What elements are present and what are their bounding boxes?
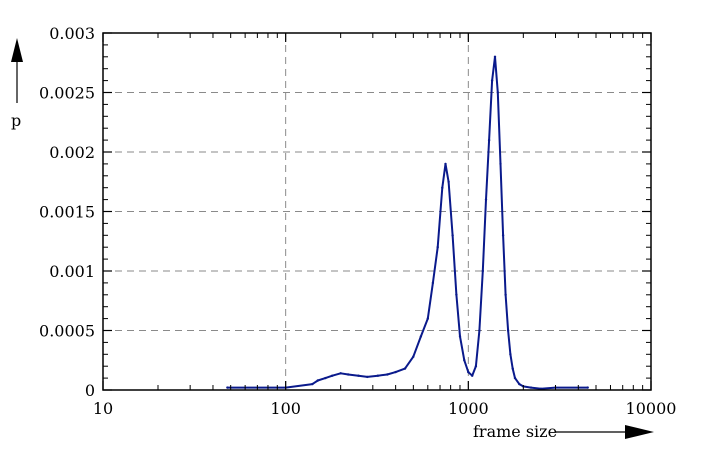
- data-point: [481, 269, 484, 273]
- data-point: [501, 234, 505, 237]
- tick-labels: 0 0.0005 0.001 0.0015 0.002 0.0025 0.003 10 100 1…: [39, 24, 676, 418]
- x-axis-label: frame size: [473, 422, 557, 441]
- x-tick-label: 1000: [448, 399, 489, 418]
- data-point: [426, 317, 429, 320]
- data-point: [447, 180, 450, 183]
- data-point: [436, 246, 439, 249]
- data-point: [339, 372, 342, 375]
- data-point: [455, 293, 458, 296]
- data-point: [431, 281, 435, 285]
- data-point: [444, 162, 447, 166]
- data-point: [226, 386, 229, 389]
- data-point: [471, 374, 474, 377]
- data-point: [357, 374, 360, 377]
- grid: [103, 33, 651, 390]
- y-tick-label: 0.0025: [39, 84, 95, 103]
- data-point: [366, 375, 369, 379]
- data-point: [518, 382, 521, 386]
- y-tick-label: 0.003: [49, 24, 95, 43]
- data-point: [467, 370, 470, 374]
- y-tick-label: 0: [85, 381, 95, 400]
- y-tick-label: 0.0015: [39, 203, 95, 222]
- x-arrow-head-icon: [625, 425, 654, 439]
- data-point: [504, 293, 507, 296]
- data-point: [487, 138, 491, 142]
- data-point: [496, 91, 499, 94]
- y-arrow-head-icon: [11, 38, 23, 62]
- data-point: [511, 367, 514, 370]
- data-point: [484, 198, 488, 201]
- data-point: [458, 335, 462, 338]
- y-axis-label: p: [11, 111, 21, 130]
- data-point: [451, 234, 454, 237]
- data-point: [316, 379, 319, 382]
- data-point: [506, 329, 510, 332]
- data-point: [463, 359, 466, 362]
- data-point: [478, 329, 481, 332]
- ticks: [102, 32, 652, 391]
- y-tick-label: 0.001: [49, 262, 95, 281]
- data-point: [586, 386, 589, 389]
- plot-background: [103, 33, 651, 390]
- x-tick-label: 10000: [626, 399, 677, 418]
- data-point: [513, 376, 517, 380]
- x-tick-label: 100: [270, 399, 301, 418]
- data-point: [331, 374, 334, 377]
- data-point: [441, 186, 444, 189]
- data-point: [493, 55, 497, 58]
- data-point: [499, 162, 502, 166]
- data-point: [324, 376, 327, 380]
- x-tick-label: 10: [93, 399, 113, 418]
- data-point: [490, 79, 494, 82]
- data-point: [509, 353, 512, 356]
- data-point: [419, 335, 423, 338]
- data-point: [347, 373, 350, 376]
- series-layer: [226, 55, 589, 390]
- data-point: [403, 367, 407, 370]
- data-point: [376, 374, 380, 377]
- data-point: [474, 365, 478, 368]
- data-point: [386, 373, 389, 376]
- data-point: [529, 386, 533, 389]
- data-point: [394, 370, 397, 374]
- y-tick-label: 0.0005: [39, 322, 95, 341]
- y-tick-label: 0.002: [49, 143, 95, 162]
- data-point: [412, 355, 415, 358]
- data-point: [311, 382, 314, 386]
